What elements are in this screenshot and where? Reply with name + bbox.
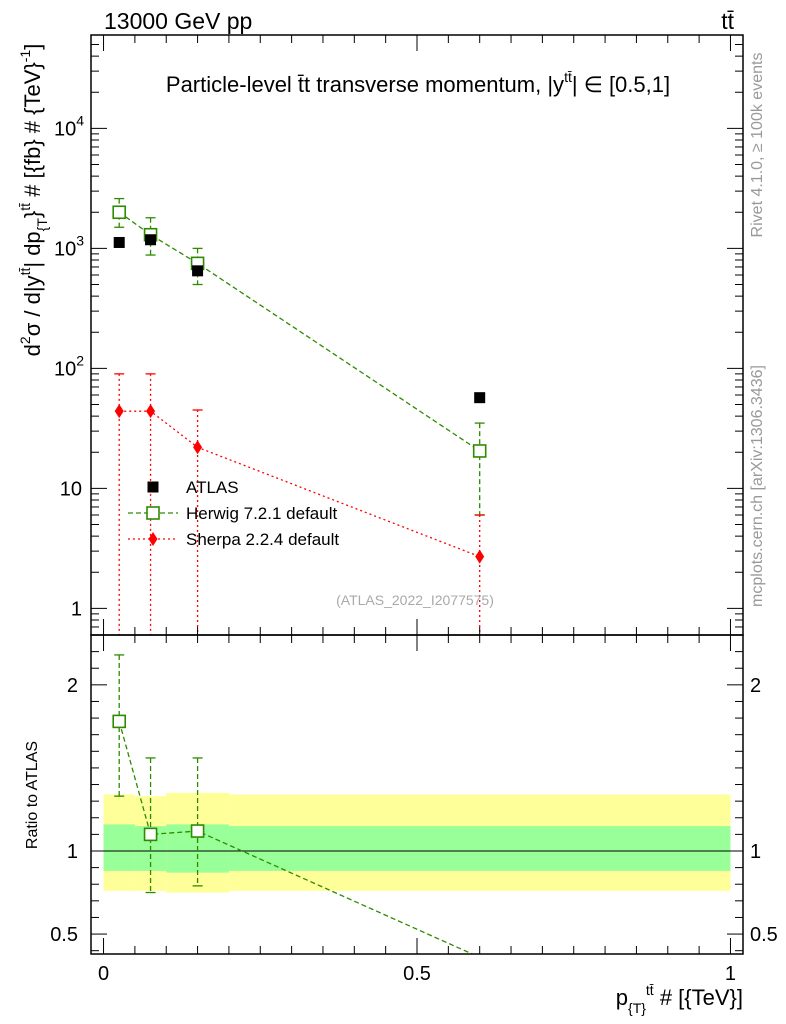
ylabel-sigma: σ / d|y [20, 275, 45, 336]
y-tick-label: 10 [60, 478, 82, 500]
xlabel-sub-T: {T} [628, 1000, 646, 1016]
xlabel-p: p [616, 985, 628, 1010]
ylabel-mid: | dp [20, 231, 45, 267]
y-tick-label: 1 [71, 598, 82, 620]
atlas-data-point [145, 234, 157, 246]
y-tick-base: 1 [71, 598, 82, 620]
xlabel-sup-tt: tt̄ [646, 982, 654, 998]
y-tick-exponent: 3 [76, 232, 84, 248]
ratio-tick-label-left: 2 [67, 675, 78, 697]
ratio-band-green [228, 826, 731, 871]
legend-herwig-marker [146, 506, 160, 520]
process-label: tt̄ [721, 8, 734, 34]
legend-sherpa-label: Sherpa 2.2.4 default [186, 530, 339, 549]
ylabel-sup-tt: tt̄ [17, 268, 33, 276]
ylabel-sup-m1: -1 [17, 50, 33, 63]
energy-label: 13000 GeV pp [104, 8, 252, 34]
ratio-ylabel: Ratio to ATLAS [24, 741, 41, 849]
ratio-band-green [103, 824, 135, 871]
plot-title-tail: | ∈ [0.5,1] [572, 72, 670, 97]
main-ylabel: d2σ / d|ytt̄| dp{T}tt̄ # [{fb} # {TeV}-1… [17, 44, 50, 357]
ratio-herwig-point [143, 827, 158, 842]
plot-title-sup: tt̄ [564, 69, 572, 85]
ratio-herwig-line [118, 721, 474, 954]
ratio-panel: 0 0.5 1 0.5 0.5 1 1 2 2 [50, 634, 778, 985]
xlabel-tail: # [{TeV}] [654, 985, 743, 1010]
y-tick-exponent: 4 [76, 112, 84, 128]
sherpa-point [146, 404, 156, 419]
ratio-herwig-point [112, 714, 127, 729]
legend: ATLAS Herwig 7.2.1 default Sherpa 2.2.4 de… [128, 478, 339, 549]
sherpa-point [475, 549, 485, 564]
y-tick-label: 103 [54, 232, 84, 260]
plot-title-main: Particle-level t̄t transverse momentum, … [166, 72, 564, 97]
ylabel-tail: # [{fb} # {TeV} [20, 62, 45, 203]
ratio-tick-label-left: 1 [67, 841, 78, 863]
y-tick-base: 10 [54, 358, 76, 380]
legend-sherpa-marker [148, 532, 158, 546]
ylabel-sup2: 2 [17, 336, 33, 344]
legend-herwig-label: Herwig 7.2.1 default [186, 504, 337, 523]
sherpa-point [193, 440, 203, 455]
ratio-tick-label-right: 1 [750, 841, 761, 863]
y-tick-label: 104 [54, 112, 84, 140]
series-line-herwig [118, 211, 481, 452]
y-tick-base: 10 [54, 118, 76, 140]
series-line-sherpa [119, 410, 480, 558]
ratio-tick-label-right: 2 [750, 675, 761, 697]
ratio-tick-label-left: 0.5 [50, 924, 78, 946]
ylabel-sup-tt2: tt̄ [17, 203, 33, 211]
ratio-tick-label-right: 0.5 [750, 924, 778, 946]
y-tick-base: 10 [54, 238, 76, 260]
atlas-data-point [474, 392, 486, 404]
x-tick-label: 0 [98, 963, 109, 985]
xlabel: p{T}tt̄ # [{TeV}] [616, 982, 743, 1016]
plot-title: Particle-level t̄t transverse momentum, … [166, 69, 670, 97]
ylabel-brace: } [20, 211, 45, 218]
analysis-watermark: (ATLAS_2022_I2077575) [336, 592, 494, 608]
y-tick-base: 10 [60, 478, 82, 500]
herwig-point [112, 205, 127, 220]
x-tick-label: 0.5 [403, 963, 431, 985]
rivet-version-label: Rivet 4.1.0, ≥ 100k events [749, 53, 766, 238]
sherpa-point [114, 404, 124, 419]
y-tick-exponent: 2 [76, 352, 84, 368]
ylabel-d: d [20, 344, 45, 356]
y-tick-label: 102 [54, 352, 84, 380]
legend-atlas-label: ATLAS [186, 478, 239, 497]
ratio-herwig-point [190, 824, 205, 838]
ylabel-close: ] [20, 44, 45, 50]
legend-atlas-marker [147, 481, 159, 493]
atlas-data-point [192, 265, 204, 277]
x-tick-label: 1 [725, 963, 736, 985]
atlas-data-point [113, 236, 125, 248]
source-label: mcplots.cern.ch [arXiv:1306.3436] [749, 365, 766, 607]
ylabel-sub-T: {T [34, 218, 50, 232]
herwig-point [472, 444, 487, 458]
